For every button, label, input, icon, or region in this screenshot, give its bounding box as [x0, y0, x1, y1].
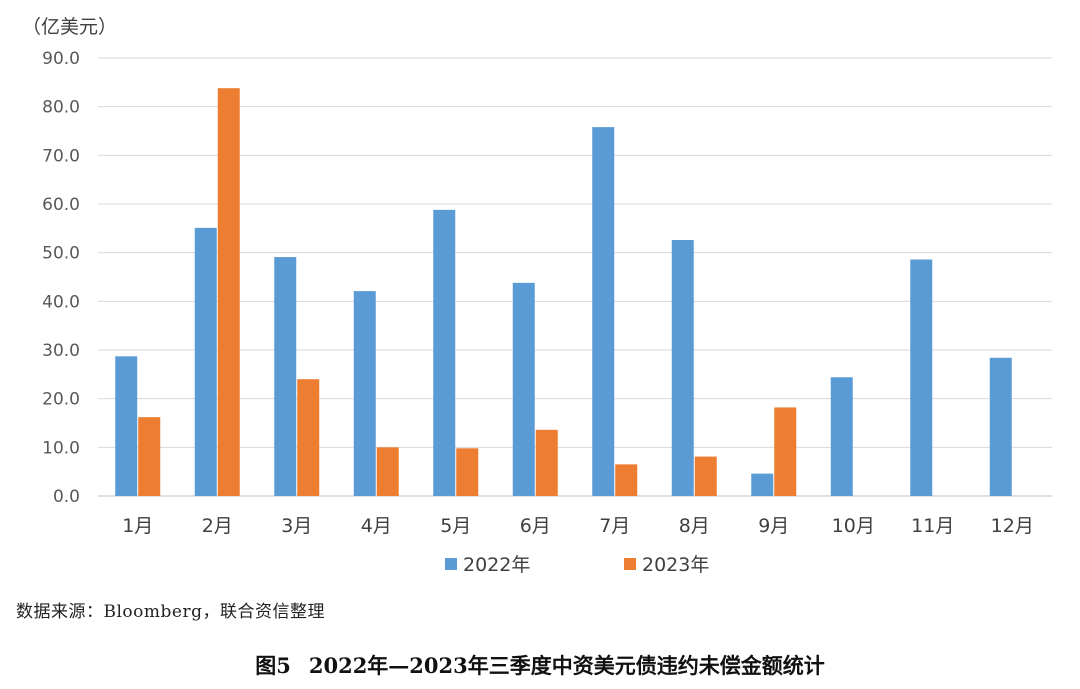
y-tick-label: 60.0	[42, 195, 80, 215]
x-tick-label: 7月	[599, 515, 630, 537]
bar-2022	[671, 240, 694, 496]
y-tick-label: 20.0	[42, 390, 80, 410]
x-tick-label: 2月	[202, 515, 233, 537]
figure-number: 图5	[255, 653, 291, 678]
legend-item-2022: 2022年	[445, 550, 530, 577]
bar-2023	[535, 429, 558, 496]
x-tick-label: 11月	[911, 515, 954, 537]
y-tick-label: 80.0	[42, 98, 80, 118]
bar-chart: 0.0 10.0 20.0 30.0 40.0 50.0 60.0 70.0 80.0 90.0 1…	[42, 49, 1052, 537]
y-tick-label: 10.0	[42, 438, 80, 458]
bar-2023	[456, 448, 479, 496]
x-tick-label: 3月	[281, 515, 312, 537]
bar-2022	[830, 377, 853, 496]
chart-legend: 2022年 2023年	[0, 550, 1080, 580]
bar-2023	[217, 88, 240, 496]
bar-2022	[910, 259, 933, 496]
y-tick-label: 90.0	[42, 49, 80, 69]
legend-label-2023: 2023年	[642, 554, 710, 576]
x-tick-label: 1月	[122, 515, 153, 537]
x-tick-label: 6月	[520, 515, 551, 537]
y-tick-label: 50.0	[42, 244, 80, 264]
bar-2022	[194, 227, 217, 496]
bar-2022	[989, 357, 1012, 496]
legend-swatch-2022	[445, 557, 457, 570]
legend-label-2022: 2022年	[463, 554, 531, 576]
data-source-note: 数据来源：Bloomberg，联合资信整理	[16, 602, 325, 622]
y-tick-label: 0.0	[53, 487, 80, 507]
bar-2022	[115, 356, 138, 496]
bar-2023	[615, 464, 638, 496]
legend-item-2023: 2023年	[624, 550, 709, 577]
bar-2022	[592, 127, 615, 497]
y-tick-label: 30.0	[42, 341, 80, 361]
y-axis-unit-label: （亿美元）	[22, 16, 118, 38]
y-tick-label: 40.0	[42, 292, 80, 312]
x-tick-label: 8月	[679, 515, 710, 537]
x-tick-label: 12月	[991, 515, 1034, 537]
bar-2022	[433, 209, 456, 496]
x-tick-label: 5月	[440, 515, 471, 537]
bar-2023	[297, 379, 320, 496]
figure-title: 2022年—2023年三季度中资美元债违约未偿金额统计	[308, 653, 825, 678]
bar-2022	[512, 282, 535, 496]
x-tick-label: 9月	[758, 515, 789, 537]
legend-swatch-2023	[624, 557, 636, 570]
x-tick-label: 10月	[832, 515, 875, 537]
bar-2023	[694, 456, 717, 496]
bar-2023	[774, 407, 797, 496]
bar-2023	[138, 417, 161, 496]
bar-2022	[751, 473, 774, 496]
x-tick-label: 4月	[361, 515, 392, 537]
bar-2023	[376, 447, 399, 496]
y-tick-label: 70.0	[42, 146, 80, 166]
bar-2022	[353, 291, 376, 496]
bar-2022	[274, 257, 297, 496]
figure-caption: 图5 2022年—2023年三季度中资美元债违约未偿金额统计	[0, 650, 1080, 680]
